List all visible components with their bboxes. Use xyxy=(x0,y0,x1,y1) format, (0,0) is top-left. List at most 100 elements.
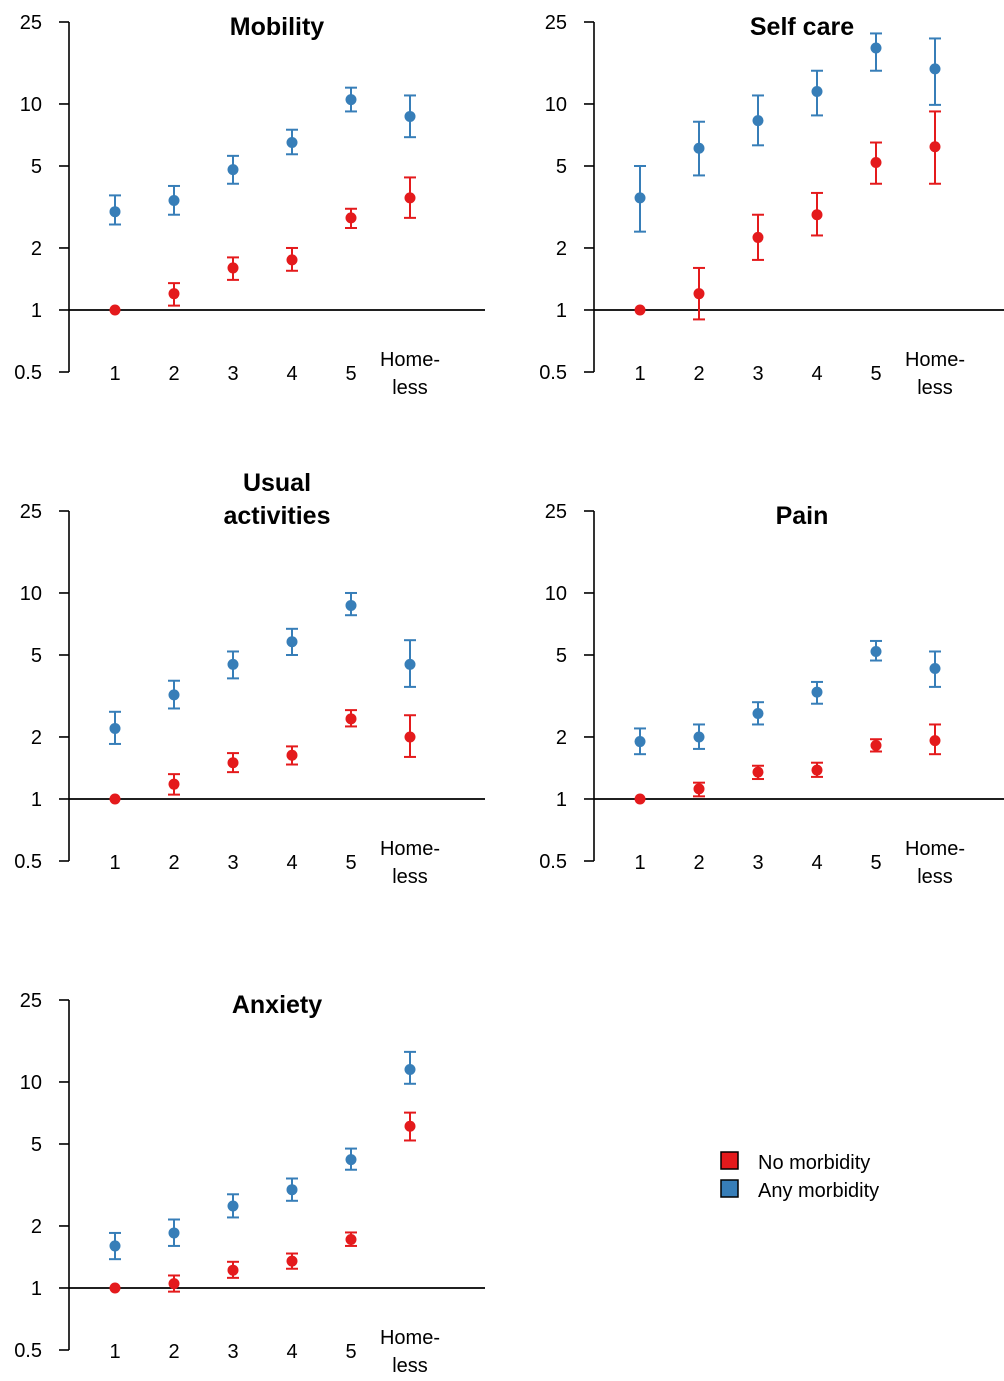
no-morbidity-point xyxy=(693,288,705,300)
y-tick-label: 2 xyxy=(556,238,567,260)
no-morbidity-point xyxy=(286,254,298,266)
y-tick-label: 25 xyxy=(545,12,567,34)
y-tick-label: 25 xyxy=(20,501,42,523)
panel-title: activities xyxy=(223,502,330,530)
y-tick-label: 10 xyxy=(545,94,567,116)
no-morbidity-point xyxy=(752,231,764,243)
panel-title: Pain xyxy=(776,502,829,530)
y-tick-label: 5 xyxy=(556,645,567,667)
panel-title: Anxiety xyxy=(232,991,322,1019)
no-morbidity-point xyxy=(634,304,646,316)
y-tick-label: 1 xyxy=(31,300,42,322)
no-morbidity-point xyxy=(345,1233,357,1245)
no-morbidity-point xyxy=(286,749,298,761)
y-tick-label: 0.5 xyxy=(14,1340,42,1362)
x-tick-label: 5 xyxy=(345,1341,356,1363)
no-morbidity-point xyxy=(693,783,705,795)
no-morbidity-point xyxy=(109,304,121,316)
x-tick-label: 5 xyxy=(870,852,881,874)
x-tick-label: 3 xyxy=(227,363,238,385)
any-morbidity-point xyxy=(286,1184,298,1196)
no-morbidity-point xyxy=(109,1282,121,1294)
y-tick-label: 0.5 xyxy=(539,362,567,384)
x-tick-label: 2 xyxy=(168,852,179,874)
any-morbidity-point xyxy=(870,645,882,657)
y-tick-label: 5 xyxy=(31,156,42,178)
any-morbidity-point xyxy=(752,115,764,127)
no-morbidity-point xyxy=(345,713,357,725)
no-morbidity-point xyxy=(929,735,941,747)
no-morbidity-point xyxy=(168,288,180,300)
x-tick-label: 1 xyxy=(109,852,120,874)
x-tick-label: less xyxy=(917,866,953,888)
any-morbidity-point xyxy=(404,658,416,670)
any-morbidity-point xyxy=(286,636,298,648)
legend-label-no-morbidity: No morbidity xyxy=(758,1152,870,1174)
x-tick-label: 1 xyxy=(109,1341,120,1363)
any-morbidity-point xyxy=(811,85,823,97)
any-morbidity-point xyxy=(168,689,180,701)
x-tick-label: less xyxy=(392,377,428,399)
any-morbidity-point xyxy=(811,686,823,698)
y-tick-label: 10 xyxy=(20,583,42,605)
x-tick-label: 3 xyxy=(227,1341,238,1363)
y-tick-label: 5 xyxy=(31,645,42,667)
y-tick-label: 1 xyxy=(556,789,567,811)
x-tick-label: Home- xyxy=(380,838,440,860)
any-morbidity-point xyxy=(227,1200,239,1212)
any-morbidity-point xyxy=(870,42,882,54)
no-morbidity-point xyxy=(929,141,941,153)
legend-swatch-any-morbidity xyxy=(720,1179,739,1198)
no-morbidity-point xyxy=(752,766,764,778)
y-tick-label: 10 xyxy=(20,1072,42,1094)
x-tick-label: 3 xyxy=(227,852,238,874)
x-tick-label: 4 xyxy=(811,852,822,874)
x-tick-label: Home- xyxy=(905,838,965,860)
no-morbidity-point xyxy=(811,209,823,221)
no-morbidity-point xyxy=(811,764,823,776)
y-tick-label: 1 xyxy=(31,789,42,811)
any-morbidity-point xyxy=(168,1227,180,1239)
no-morbidity-point xyxy=(404,192,416,204)
any-morbidity-point xyxy=(929,63,941,75)
any-morbidity-point xyxy=(286,137,298,149)
legend-label-any-morbidity: Any morbidity xyxy=(758,1180,879,1202)
x-tick-label: 1 xyxy=(634,852,645,874)
any-morbidity-point xyxy=(227,164,239,176)
x-tick-label: 2 xyxy=(168,1341,179,1363)
x-tick-label: Home- xyxy=(905,349,965,371)
any-morbidity-point xyxy=(345,599,357,611)
x-tick-label: 5 xyxy=(870,363,881,385)
x-tick-label: 2 xyxy=(693,852,704,874)
any-morbidity-point xyxy=(109,206,121,218)
any-morbidity-point xyxy=(345,1154,357,1166)
no-morbidity-point xyxy=(870,739,882,751)
y-tick-label: 0.5 xyxy=(14,851,42,873)
no-morbidity-point xyxy=(168,778,180,790)
x-tick-label: 4 xyxy=(286,363,297,385)
y-tick-label: 25 xyxy=(20,12,42,34)
panel-title: Usual xyxy=(243,469,311,497)
no-morbidity-point xyxy=(109,793,121,805)
no-morbidity-point xyxy=(345,212,357,224)
legend-swatch-no-morbidity xyxy=(720,1151,739,1170)
x-tick-label: 5 xyxy=(345,852,356,874)
x-tick-label: 3 xyxy=(752,363,763,385)
x-tick-label: 1 xyxy=(109,363,120,385)
any-morbidity-point xyxy=(404,1063,416,1075)
any-morbidity-point xyxy=(109,1240,121,1252)
y-tick-label: 0.5 xyxy=(539,851,567,873)
x-tick-label: 1 xyxy=(634,363,645,385)
any-morbidity-point xyxy=(929,662,941,674)
any-morbidity-point xyxy=(752,707,764,719)
x-tick-label: less xyxy=(392,866,428,888)
x-tick-label: 4 xyxy=(286,1341,297,1363)
x-tick-label: less xyxy=(392,1355,428,1376)
y-tick-label: 25 xyxy=(545,501,567,523)
y-tick-label: 1 xyxy=(556,300,567,322)
